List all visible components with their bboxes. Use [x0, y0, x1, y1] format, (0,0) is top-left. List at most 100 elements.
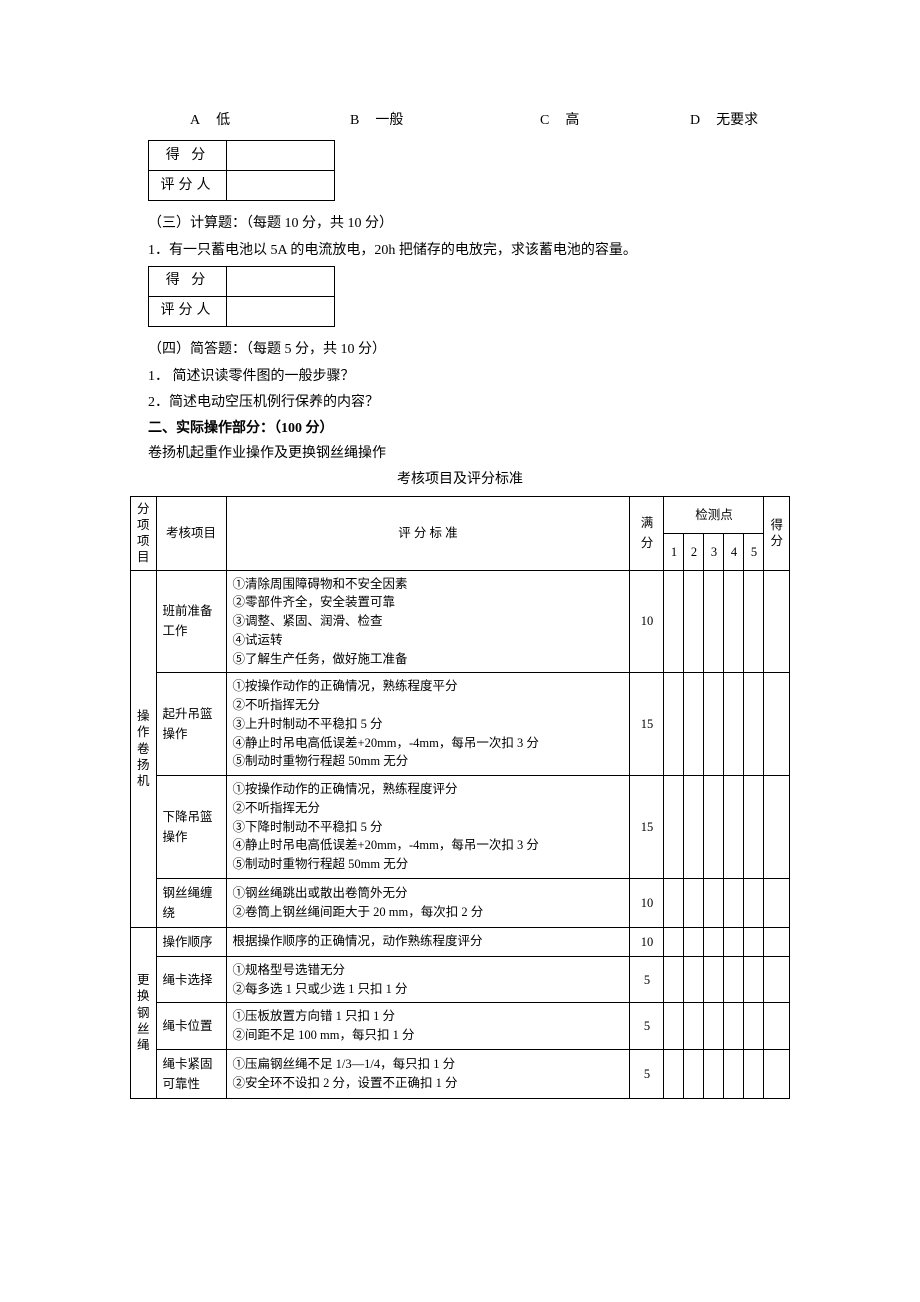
checkpoint-cell	[684, 1003, 704, 1050]
checkpoint-cell	[704, 1003, 724, 1050]
option-b-label: B	[350, 110, 359, 132]
checkpoint-cell	[724, 1003, 744, 1050]
score-table-2: 得 分 评分人	[148, 266, 335, 327]
finalscore-cell	[764, 776, 790, 879]
header-c1: 1	[664, 533, 684, 570]
score-table-1: 得 分 评分人	[148, 140, 335, 201]
assessment-table: 分项项目 考核项目 评 分 标 准 满分 检测点 得分 1 2 3 4 5 操作…	[130, 496, 790, 1099]
finalscore-cell	[764, 878, 790, 927]
project-cell: 钢丝绳缠绕	[156, 878, 226, 927]
checkpoint-cell	[704, 673, 724, 776]
checkpoint-cell	[724, 776, 744, 879]
option-c: C 高	[540, 110, 680, 132]
option-b-text: 一般	[375, 110, 403, 132]
project-cell: 起升吊篮操作	[156, 673, 226, 776]
fullscore-cell: 10	[630, 570, 664, 673]
header-finalscore: 得分	[764, 496, 790, 570]
option-a: A 低	[190, 110, 340, 132]
header-subitem: 分项项目	[131, 496, 157, 570]
project-cell: 绳卡紧固可靠性	[156, 1049, 226, 1098]
option-b: B 一般	[350, 110, 530, 132]
option-d: D 无要求	[690, 110, 758, 132]
checkpoint-cell	[684, 1049, 704, 1098]
header-c2: 2	[684, 533, 704, 570]
criteria-cell: ①规格型号选错无分 ②每多选 1 只或少选 1 只扣 1 分	[226, 956, 630, 1003]
checkpoint-cell	[704, 878, 724, 927]
score-value	[227, 267, 335, 297]
option-a-label: A	[190, 110, 200, 132]
table-row: 下降吊篮操作①按操作动作的正确情况，熟练程度评分 ②不听指挥无分 ③下降时制动不…	[131, 776, 790, 879]
table-row: 绳卡选择①规格型号选错无分 ②每多选 1 只或少选 1 只扣 1 分5	[131, 956, 790, 1003]
checkpoint-cell	[724, 570, 744, 673]
checkpoint-cell	[704, 1049, 724, 1098]
answer-options: A 低 B 一般 C 高 D 无要求	[130, 110, 790, 132]
checkpoint-cell	[664, 1003, 684, 1050]
project-cell: 绳卡选择	[156, 956, 226, 1003]
grader-value	[227, 171, 335, 201]
section-4-q2: 2．简述电动空压机例行保养的内容？	[148, 392, 790, 414]
finalscore-cell	[764, 673, 790, 776]
finalscore-cell	[764, 1049, 790, 1098]
criteria-cell: 根据操作顺序的正确情况，动作熟练程度评分	[226, 927, 630, 956]
checkpoint-cell	[744, 878, 764, 927]
checkpoint-cell	[744, 956, 764, 1003]
table-row: 绳卡紧固可靠性①压扁钢丝绳不足 1/3—1/4，每只扣 1 分 ②安全环不设扣 …	[131, 1049, 790, 1098]
checkpoint-cell	[664, 673, 684, 776]
fullscore-cell: 15	[630, 673, 664, 776]
table-row: 操作卷扬机班前准备工作①清除周围障碍物和不安全因素 ②零部件齐全，安全装置可靠 …	[131, 570, 790, 673]
checkpoint-cell	[724, 673, 744, 776]
checkpoint-cell	[744, 776, 764, 879]
project-cell: 班前准备工作	[156, 570, 226, 673]
option-c-text: 高	[565, 110, 579, 132]
score-label: 得 分	[149, 267, 227, 297]
option-a-text: 低	[216, 110, 230, 132]
criteria-cell: ①钢丝绳跳出或散出卷筒外无分 ②卷筒上钢丝绳间距大于 20 mm，每次扣 2 分	[226, 878, 630, 927]
checkpoint-cell	[744, 1049, 764, 1098]
table-row: 更换钢丝绳操作顺序根据操作顺序的正确情况，动作熟练程度评分10	[131, 927, 790, 956]
header-fullscore: 满分	[630, 496, 664, 570]
finalscore-cell	[764, 1003, 790, 1050]
checkpoint-cell	[684, 776, 704, 879]
table-row: 起升吊篮操作①按操作动作的正确情况，熟练程度平分 ②不听指挥无分 ③上升时制动不…	[131, 673, 790, 776]
option-d-text: 无要求	[716, 110, 758, 132]
section-4-q1: 1． 简述识读零件图的一般步骤？	[148, 366, 790, 388]
checkpoint-cell	[684, 956, 704, 1003]
grader-value	[227, 297, 335, 327]
checkpoint-cell	[724, 956, 744, 1003]
option-c-label: C	[540, 110, 549, 132]
score-value	[227, 141, 335, 171]
checkpoint-cell	[664, 956, 684, 1003]
finalscore-cell	[764, 956, 790, 1003]
checkpoint-cell	[704, 927, 724, 956]
criteria-cell: ①压板放置方向错 1 只扣 1 分 ②间距不足 100 mm，每只扣 1 分	[226, 1003, 630, 1050]
fullscore-cell: 5	[630, 1003, 664, 1050]
project-cell: 操作顺序	[156, 927, 226, 956]
checkpoint-cell	[724, 1049, 744, 1098]
fullscore-cell: 5	[630, 956, 664, 1003]
grader-label: 评分人	[149, 297, 227, 327]
checkpoint-cell	[664, 570, 684, 673]
fullscore-cell: 15	[630, 776, 664, 879]
fullscore-cell: 10	[630, 927, 664, 956]
checkpoint-cell	[664, 878, 684, 927]
table-row: 钢丝绳缠绕①钢丝绳跳出或散出卷筒外无分 ②卷筒上钢丝绳间距大于 20 mm，每次…	[131, 878, 790, 927]
checkpoint-cell	[684, 878, 704, 927]
score-label: 得 分	[149, 141, 227, 171]
checkpoint-cell	[704, 956, 724, 1003]
header-checkpoint: 检测点	[664, 496, 764, 533]
checkpoint-cell	[664, 776, 684, 879]
header-c5: 5	[744, 533, 764, 570]
checkpoint-cell	[704, 776, 724, 879]
checkpoint-cell	[744, 1003, 764, 1050]
checkpoint-cell	[664, 1049, 684, 1098]
table-row: 绳卡位置①压板放置方向错 1 只扣 1 分 ②间距不足 100 mm，每只扣 1…	[131, 1003, 790, 1050]
group-name: 操作卷扬机	[131, 570, 157, 927]
grader-label: 评分人	[149, 171, 227, 201]
checkpoint-cell	[744, 570, 764, 673]
section-2-sub: 卷扬机起重作业操作及更换钢丝绳操作	[148, 443, 790, 465]
checkpoint-cell	[664, 927, 684, 956]
checkpoint-cell	[744, 927, 764, 956]
checkpoint-cell	[704, 570, 724, 673]
criteria-cell: ①按操作动作的正确情况，熟练程度评分 ②不听指挥无分 ③下降时制动不平稳扣 5 …	[226, 776, 630, 879]
section-2-title: 二、实际操作部分：（100 分）	[148, 418, 790, 440]
